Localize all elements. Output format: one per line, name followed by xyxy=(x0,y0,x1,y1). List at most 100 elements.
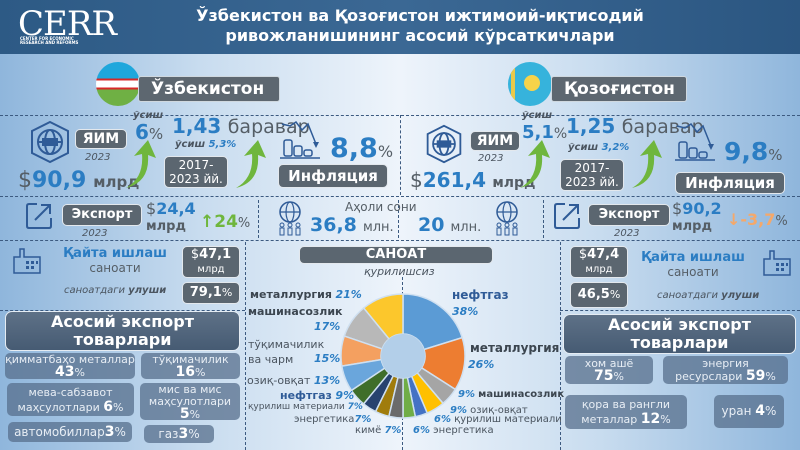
gdp-growth-uz: 6% xyxy=(135,120,164,144)
energy-resources-label: ресурслари xyxy=(675,370,746,383)
inflation-coins-chart-icon xyxy=(280,120,320,159)
kazakhstan-flag-ornament xyxy=(511,66,515,102)
kazakhstan-flag-icon xyxy=(508,62,552,106)
gdp-growth-label-uz: ўсиш xyxy=(133,110,164,121)
factory-icon xyxy=(763,250,791,276)
divider xyxy=(560,242,561,450)
export-change-uz: ↑24% xyxy=(200,212,251,232)
export-item-kz-2: қора ва рангли металлар 12% xyxy=(565,395,687,429)
growth-arrow-icon xyxy=(520,140,550,188)
gdp-value-kz: $261,4 млрд xyxy=(410,168,536,192)
export-value-uz: $24,4 млрд xyxy=(146,199,196,235)
export-arrow-icon xyxy=(26,203,52,229)
export-item-uz-2: мева-сабзавот маҳсулотлари 6% xyxy=(7,383,134,416)
gdp-value-uz: $90,9 млрд xyxy=(18,168,140,193)
population-kz: 20 млн. xyxy=(418,214,482,236)
population-title: Аҳоли сони xyxy=(345,200,417,214)
country-label-uzbekistan: Ўзбекистон xyxy=(138,76,280,102)
growth-multiplier-uz: 1,43 баравар xyxy=(172,114,310,138)
pie-label: кимё 7% xyxy=(355,425,402,436)
divider xyxy=(400,115,401,195)
divider xyxy=(398,200,399,238)
export-year-kz: 2023 xyxy=(614,228,640,239)
population-uz: 36,8 млн. xyxy=(310,214,394,236)
pie-label: 6% қурилиш материали xyxy=(434,414,562,425)
gdp-label-kz: ЯИМ xyxy=(470,131,520,151)
pie-label: 17% xyxy=(314,320,341,333)
industry-subtitle: қурилишсиз xyxy=(364,265,435,278)
export-value-kz: $90,2 млрд xyxy=(672,199,722,235)
manufacturing-title-uz: Қайта ишлаш саноати xyxy=(63,246,167,275)
pie-label: қурилиш материали 7% xyxy=(248,402,363,412)
cerr-logo: CERR xyxy=(18,4,117,44)
cerr-logo-subtitle: CENTER FOR ECONOMIC RESEARCH AND REFORMS xyxy=(20,36,79,45)
export-item-kz-0: хом ашё 75% xyxy=(565,356,653,384)
export-item-uz-4: автомобиллар3% xyxy=(8,422,132,442)
pie-label: 15% xyxy=(314,352,341,365)
kazakhstan-flag-sun xyxy=(524,75,540,91)
pie-label: нефтгаз 9% xyxy=(280,389,355,402)
gdp-label-uz: ЯИМ xyxy=(75,129,127,149)
pie-label: нефтгаз xyxy=(452,288,509,302)
export-change-kz: ↓-3,7% xyxy=(727,210,788,229)
pie-label: металлургия 21% xyxy=(250,288,362,301)
growth-arrow-icon xyxy=(632,140,662,188)
export-label-kz: Экспорт xyxy=(588,204,670,226)
header-bar xyxy=(0,0,800,54)
divider xyxy=(0,240,800,241)
period-badge-uz: 2017- 2023 йй. xyxy=(164,156,228,188)
country-label-kazakhstan: Қозоғистон xyxy=(551,76,687,102)
export-item-kz-1: энергия ресурслари 59% xyxy=(663,356,788,384)
period-badge-kz: 2017- 2023 йй. xyxy=(560,159,624,191)
main-exports-title-kz: Асосий экспорт товарлари xyxy=(563,314,796,354)
manufacturing-share-label-uz: саноатдаги улуши xyxy=(64,285,167,296)
population-globe-icon xyxy=(279,201,301,236)
inflation-value-kz: 9,8% xyxy=(724,137,783,166)
export-year-uz: 2023 xyxy=(82,228,108,239)
pie-label: металлургия xyxy=(470,341,560,355)
export-item-uz-1: тўқимачилик 16% xyxy=(141,353,240,379)
growth-multiplier-kz: 1,25 баравар xyxy=(566,114,704,138)
pie-label: машинасозлик xyxy=(248,305,343,318)
divider xyxy=(245,242,246,450)
divider xyxy=(258,200,259,238)
inflation-value-uz: 8,8% xyxy=(330,133,394,164)
page-title: Ўзбекистон ва Қозоғистон ижтимоий-иқтисо… xyxy=(170,6,670,46)
pie-label: 38% xyxy=(452,305,479,318)
manufacturing-share-kz: 46,5% xyxy=(570,282,628,308)
gdp-growth-kz: 5,1% xyxy=(522,122,568,143)
uzbekistan-flag-icon xyxy=(96,62,140,106)
export-item-uz-5: газ3% xyxy=(144,425,214,443)
manufacturing-share-label-kz: саноатдаги улуши xyxy=(657,290,760,301)
arrow-up-icon: ↑ xyxy=(200,212,215,232)
main-exports-title-uz: Асосий экспорт товарлари xyxy=(5,311,240,351)
export-arrow-icon xyxy=(554,203,580,229)
divider xyxy=(0,196,800,197)
population-globe-icon xyxy=(496,201,518,236)
inflation-label-uz: Инфляция xyxy=(278,164,388,188)
industry-title: САНОАТ xyxy=(299,246,493,264)
manufacturing-value-uz: $47,1 млрд xyxy=(182,246,240,278)
inflation-coins-chart-icon xyxy=(675,122,715,161)
page-title-line1: Ўзбекистон ва Қозоғистон ижтимоий-иқтисо… xyxy=(196,6,644,25)
manufacturing-value-kz: $47,4 млрд xyxy=(570,246,628,278)
page-title-line2: ривожланишининг асосий кўрсаткичлари xyxy=(225,26,615,45)
industry-donut-chart xyxy=(340,293,466,419)
gdp-globe-icon xyxy=(426,124,462,164)
growth-arrow-icon xyxy=(126,140,156,188)
gdp-year-uz: 2023 xyxy=(85,152,111,163)
pie-label: тўқимачилик ва чарм xyxy=(248,338,325,366)
pie-label: 6% энергетика xyxy=(413,425,494,436)
pie-label: энергетика7% xyxy=(294,414,372,425)
avg-growth-uz: ўсиш 5,3% xyxy=(175,139,237,150)
gdp-growth-label-kz: ўсиш xyxy=(522,110,553,121)
export-item-uz-0: қимматбаҳо металлар 43% xyxy=(5,353,135,380)
inflation-label-kz: Инфляция xyxy=(675,172,785,194)
divider xyxy=(543,200,544,238)
factory-icon xyxy=(13,248,41,274)
manufacturing-title-kz: Қайта ишлаш саноати xyxy=(641,250,745,279)
avg-growth-kz: ўсиш 3,2% xyxy=(568,142,630,153)
manufacturing-share-uz: 79,1% xyxy=(182,282,240,304)
arrow-down-icon: ↓ xyxy=(727,210,741,229)
pie-label: 26% xyxy=(468,358,495,371)
